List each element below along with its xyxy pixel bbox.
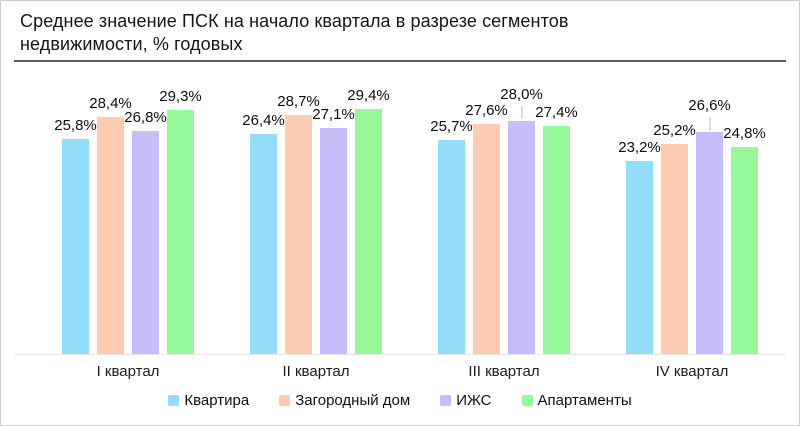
bar-value-label: 26,4% (242, 111, 285, 129)
bar-value-label: 23,2% (618, 138, 661, 156)
legend-item: Квартира (168, 392, 249, 409)
bar-group: 26,4% 28,7% 27,1% 29,4% (242, 87, 390, 355)
bar-value-label: 24,8% (723, 124, 766, 142)
bar-wrap: 27,6% (465, 102, 508, 355)
bar-wrap: 27,4% (535, 104, 578, 355)
bar-wrap: 27,1% (312, 106, 355, 355)
bar-value-label: 27,6% (465, 101, 508, 119)
bar-wrap: 28,4% (89, 95, 132, 355)
legend-swatch (168, 394, 180, 406)
chart-title-line-1: Среднее значение ПСК на начало квартала … (20, 11, 569, 31)
legend: Квартира Загородный дом ИЖС Апартаменты (1, 392, 799, 409)
chart-title: Среднее значение ПСК на начало квартала … (20, 10, 780, 57)
bar (250, 133, 277, 355)
category-label: II квартал (282, 362, 350, 380)
bar-value-label: 28,0% (500, 85, 543, 103)
category-label: IV квартал (655, 362, 729, 380)
bar-wrap: 29,4% (347, 87, 390, 355)
bar-value-label: 27,4% (535, 103, 578, 121)
category-label: I квартал (96, 362, 160, 380)
bar (473, 123, 500, 355)
bar (97, 116, 124, 355)
bar-value-label: 25,8% (54, 116, 97, 134)
bar (285, 114, 312, 355)
bar (543, 125, 570, 355)
legend-item: Загородный дом (279, 392, 410, 409)
bar-value-label: 26,8% (124, 108, 167, 126)
legend-item: Апартаменты (521, 391, 632, 409)
bar-value-label: 28,4% (89, 94, 132, 112)
bar-group-slot: 23,2% 25,2% 26,6% 24,8% (598, 97, 786, 355)
bar-group-slot: 26,4% 28,7% 27,1% 29,4% (222, 87, 410, 355)
category-slot: I квартал (34, 355, 222, 380)
bar-group: 25,8% 28,4% 26,8% 29,3% (54, 88, 202, 355)
label-leader-line (520, 105, 523, 119)
x-labels: I квартал II квартал III квартал IV квартал (14, 355, 786, 380)
bar-value-label: 27,1% (312, 105, 355, 123)
legend-swatch (521, 394, 533, 406)
bar (696, 131, 723, 355)
bar-wrap: 26,6% (688, 97, 731, 355)
bar-wrap: 25,7% (430, 118, 473, 355)
bar (167, 109, 194, 355)
bar-wrap: 24,8% (723, 125, 766, 355)
bar-group-slot: 25,7% 27,6% 28,0% 27,4% (410, 86, 598, 355)
legend-label: Загородный дом (295, 391, 411, 409)
chart-title-line-2: недвижимости, % годовых (20, 34, 243, 55)
x-axis-baseline (14, 353, 786, 355)
bar (132, 130, 159, 355)
bar-wrap: 26,8% (124, 109, 167, 355)
bar (661, 143, 688, 355)
legend-swatch (440, 394, 452, 406)
legend-label: ИЖС (456, 391, 492, 409)
label-leader-line (708, 116, 711, 130)
bar (508, 120, 535, 355)
bar-value-label: 26,6% (688, 96, 731, 114)
bar-value-label: 29,3% (159, 87, 202, 105)
bar (438, 139, 465, 355)
bar-wrap: 23,2% (618, 139, 661, 355)
bar (62, 138, 89, 355)
legend-label: Апартаменты (537, 391, 632, 409)
bar-value-label: 25,2% (653, 121, 696, 139)
bar (355, 108, 382, 355)
bar-wrap: 29,3% (159, 88, 202, 355)
bar-wrap: 25,8% (54, 117, 97, 355)
bar-value-label: 25,7% (430, 117, 473, 135)
bar-wrap: 28,0% (500, 86, 543, 355)
plot-bars: 25,8% 28,4% 26,8% 29,3% 26,4% 28,7% 27,1% 29,4%… (34, 62, 786, 355)
category-slot: III квартал (410, 355, 598, 380)
bar-wrap: 25,2% (653, 122, 696, 355)
legend-item: ИЖС (440, 391, 492, 409)
bar-wrap: 28,7% (277, 93, 320, 355)
bar (320, 127, 347, 355)
bar-value-label: 28,7% (277, 92, 320, 110)
bar-wrap: 26,4% (242, 112, 285, 355)
plot-area: 25,8% 28,4% 26,8% 29,3% 26,4% 28,7% 27,1% 29,4%… (14, 62, 786, 355)
bar-group-slot: 25,8% 28,4% 26,8% 29,3% (34, 88, 222, 355)
legend-swatch (279, 394, 291, 406)
category-label: III квартал (468, 362, 540, 380)
bar (626, 160, 653, 355)
bar (731, 146, 758, 355)
category-slot: II квартал (222, 355, 410, 380)
legend-label: Квартира (184, 391, 250, 409)
bar-group: 23,2% 25,2% 26,6% 24,8% (618, 97, 766, 355)
title-separator-rule (14, 59, 786, 62)
bar-value-label: 29,4% (347, 86, 390, 104)
category-slot: IV квартал (598, 355, 786, 380)
bar-group: 25,7% 27,6% 28,0% 27,4% (430, 86, 578, 355)
